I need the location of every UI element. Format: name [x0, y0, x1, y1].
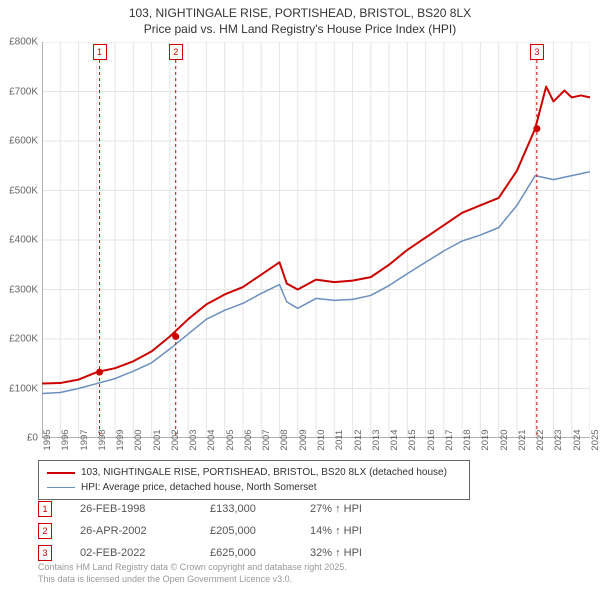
legend-label: HPI: Average price, detached house, Nort…: [81, 480, 317, 495]
x-tick-label: 2022: [535, 429, 546, 450]
x-tick-label: 2019: [480, 429, 491, 450]
legend-item: HPI: Average price, detached house, Nort…: [47, 480, 461, 495]
x-tick-label: 1998: [97, 429, 108, 450]
sales-price: £625,000: [210, 547, 310, 559]
y-tick-label: £0: [27, 433, 38, 444]
x-tick-label: 2003: [188, 429, 199, 450]
x-tick-label: 2018: [462, 429, 473, 450]
x-tick-label: 1995: [42, 429, 53, 450]
y-tick-label: £100K: [9, 383, 38, 394]
x-tick-label: 2025: [590, 429, 600, 450]
legend-swatch: [47, 472, 75, 474]
x-tick-label: 2023: [553, 429, 564, 450]
x-tick-label: 2015: [407, 429, 418, 450]
sale-marker-3: 3: [530, 44, 544, 60]
legend-item: 103, NIGHTINGALE RISE, PORTISHEAD, BRIST…: [47, 465, 461, 480]
x-axis-ticks: 1995199619971998199920002001200220032004…: [42, 438, 590, 456]
x-tick-label: 2002: [170, 429, 181, 450]
y-tick-label: £500K: [9, 185, 38, 196]
sales-date: 26-FEB-1998: [80, 503, 210, 515]
x-tick-label: 2014: [389, 429, 400, 450]
legend-label: 103, NIGHTINGALE RISE, PORTISHEAD, BRIST…: [81, 465, 447, 480]
attribution-line-2: This data is licensed under the Open Gov…: [38, 574, 347, 586]
x-tick-label: 2012: [353, 429, 364, 450]
sales-hpi: 32% ↑ HPI: [310, 547, 400, 559]
x-tick-label: 2024: [572, 429, 583, 450]
sales-row: 1 26-FEB-1998£133,00027% ↑ HPI: [38, 498, 400, 520]
x-tick-label: 2004: [206, 429, 217, 450]
x-tick-label: 2001: [152, 429, 163, 450]
legend-swatch: [47, 487, 75, 488]
x-tick-label: 2005: [225, 429, 236, 450]
x-tick-label: 2011: [334, 430, 345, 450]
y-tick-label: £400K: [9, 235, 38, 246]
legend: 103, NIGHTINGALE RISE, PORTISHEAD, BRIST…: [38, 460, 470, 500]
attribution: Contains HM Land Registry data © Crown c…: [38, 562, 347, 585]
y-tick-label: £700K: [9, 86, 38, 97]
x-tick-label: 2017: [444, 429, 455, 450]
sales-price: £133,000: [210, 503, 310, 515]
x-tick-label: 2009: [298, 429, 309, 450]
sales-hpi: 14% ↑ HPI: [310, 525, 400, 537]
sales-table: 1 26-FEB-1998£133,00027% ↑ HPI 2 26-APR-200…: [38, 498, 400, 564]
x-tick-label: 2016: [426, 429, 437, 450]
x-tick-label: 2020: [499, 429, 510, 450]
x-tick-label: 2006: [243, 429, 254, 450]
sales-date: 26-APR-2002: [80, 525, 210, 537]
sales-marker: 2: [38, 523, 52, 539]
attribution-line-1: Contains HM Land Registry data © Crown c…: [38, 562, 347, 574]
title-line-2: Price paid vs. HM Land Registry's House …: [0, 22, 600, 38]
y-tick-label: £200K: [9, 334, 38, 345]
chart: £0£100K£200K£300K£400K£500K£600K£700K£80…: [42, 42, 590, 438]
sales-price: £205,000: [210, 525, 310, 537]
sale-marker-2: 2: [169, 44, 183, 60]
x-tick-label: 2021: [517, 429, 528, 450]
sale-marker-1: 1: [93, 44, 107, 60]
x-tick-label: 1996: [60, 429, 71, 450]
sales-marker: 3: [38, 545, 52, 561]
chart-title: 103, NIGHTINGALE RISE, PORTISHEAD, BRIST…: [0, 0, 600, 37]
x-tick-label: 2013: [371, 429, 382, 450]
x-tick-label: 1997: [79, 429, 90, 450]
title-line-1: 103, NIGHTINGALE RISE, PORTISHEAD, BRIST…: [0, 6, 600, 22]
x-tick-label: 1999: [115, 429, 126, 450]
x-tick-label: 2010: [316, 429, 327, 450]
y-tick-label: £600K: [9, 136, 38, 147]
y-tick-label: £800K: [9, 37, 38, 48]
sales-date: 02-FEB-2022: [80, 547, 210, 559]
x-tick-label: 2000: [133, 429, 144, 450]
sales-marker: 1: [38, 501, 52, 517]
sales-hpi: 27% ↑ HPI: [310, 503, 400, 515]
chart-svg: [42, 42, 590, 438]
x-tick-label: 2008: [279, 429, 290, 450]
y-axis-ticks: £0£100K£200K£300K£400K£500K£600K£700K£80…: [0, 42, 40, 438]
x-tick-label: 2007: [261, 429, 272, 450]
sales-row: 3 02-FEB-2022£625,00032% ↑ HPI: [38, 542, 400, 564]
y-tick-label: £300K: [9, 284, 38, 295]
sales-row: 2 26-APR-2002£205,00014% ↑ HPI: [38, 520, 400, 542]
